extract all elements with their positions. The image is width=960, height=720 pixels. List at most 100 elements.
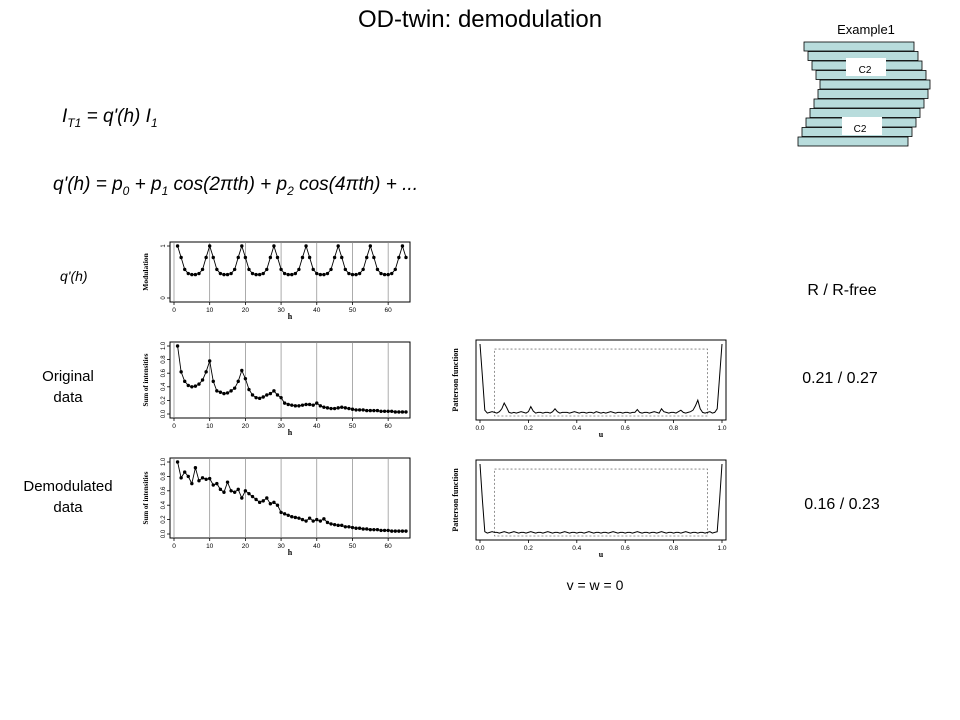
data-point [372, 408, 376, 413]
x-tick-label: 60 [385, 543, 393, 550]
data-point [179, 370, 183, 374]
eq2-sub: 2 [287, 183, 294, 198]
eq2-pi: π [345, 174, 359, 195]
chart-original-intensities: 0 10 20 30 40 50 60 h 0.0 0.2 0.4 0.6 0.8 1.0 Sum of i… [142, 341, 411, 436]
data-point [200, 378, 205, 382]
row-label-original: Original data [20, 366, 116, 408]
data-point [340, 255, 344, 260]
series-line [177, 345, 406, 413]
data-point [222, 272, 226, 277]
data-point [368, 244, 373, 248]
data-point [397, 529, 401, 533]
data-point [225, 391, 230, 395]
data-point [300, 517, 305, 522]
inset-label-bg [846, 58, 886, 76]
data-point [236, 487, 240, 492]
data-point [218, 390, 223, 394]
x-tick-label: 50 [349, 543, 357, 550]
data-point [325, 520, 330, 525]
data-point [322, 405, 326, 409]
y-tick-label: 0.2 [161, 396, 167, 405]
equation-modulation: q'(h) = p0 + p1 cos(2πth) + p2 cos(4πth)… [53, 174, 418, 198]
data-point [279, 510, 283, 515]
slide-title: OD-twin: demodulation [357, 6, 603, 33]
inset-label-top: C2 [859, 65, 872, 76]
y-tick-label: 0.6 [161, 368, 167, 377]
x-tick-label: 20 [242, 423, 250, 430]
data-point [375, 267, 380, 272]
data-point [254, 272, 258, 277]
x-tick-label: 0.0 [475, 545, 484, 552]
data-point [340, 405, 344, 409]
x-tick-label: 30 [277, 543, 285, 550]
data-point [386, 409, 390, 413]
data-point [240, 244, 244, 248]
y-tick-label: 0.4 [161, 500, 167, 509]
x-tick-label: 1.0 [717, 425, 726, 432]
plot-frame [169, 341, 411, 419]
data-point [393, 529, 397, 533]
data-point [232, 267, 237, 272]
y-tick-label: 0.0 [161, 529, 167, 538]
asymmetric-unit-box [494, 468, 708, 537]
data-point [265, 267, 269, 272]
eq1-part: = q'(h) I [81, 106, 151, 127]
data-point [315, 271, 319, 276]
data-point [240, 368, 244, 373]
x-tick-label: 20 [242, 543, 250, 550]
x-tick-label: 0.8 [669, 545, 678, 552]
x-tick-label: 40 [313, 543, 321, 550]
data-point [343, 525, 348, 529]
y-axis-label: Patterson function [451, 468, 460, 532]
data-point [390, 529, 394, 533]
y-axis-label: Patterson function [451, 348, 460, 412]
x-tick-label: 0.4 [572, 425, 581, 432]
data-point [190, 481, 194, 486]
data-point [204, 255, 208, 260]
data-point [290, 403, 294, 407]
r-value-original: 0.21 / 0.27 [802, 370, 878, 387]
data-point [304, 402, 308, 407]
data-point [361, 527, 365, 531]
data-point [211, 483, 215, 487]
eq2-part: + p [129, 174, 162, 195]
inset-layer [803, 41, 915, 52]
data-point [347, 525, 351, 529]
data-point [179, 476, 183, 480]
data-point [247, 387, 251, 392]
data-point [365, 527, 369, 531]
data-point [275, 255, 280, 260]
data-point [365, 255, 369, 260]
data-point [243, 376, 248, 381]
data-point [268, 502, 273, 506]
data-point [229, 271, 233, 276]
data-point [207, 359, 212, 363]
data-point [379, 271, 383, 276]
x-tick-label: 10 [206, 423, 214, 430]
eq2-part: cos(2 [168, 174, 220, 195]
inset-label-bottom: C2 [854, 124, 867, 135]
eq2-part: th) + p [232, 174, 288, 195]
data-point [304, 519, 308, 523]
data-point [347, 406, 351, 411]
data-point [215, 389, 219, 393]
data-point [300, 403, 305, 407]
y-tick-label: 1.0 [161, 457, 167, 466]
data-point [254, 395, 258, 400]
data-point [297, 516, 301, 520]
data-point [229, 389, 233, 393]
x-axis-label: h [288, 548, 293, 556]
data-point [250, 494, 255, 499]
data-point [404, 529, 408, 533]
data-point [372, 527, 376, 532]
y-tick-label: 0.8 [161, 355, 167, 364]
data-point [175, 460, 180, 464]
data-point [372, 255, 376, 260]
data-point [232, 490, 237, 494]
data-point [318, 404, 323, 408]
data-point [311, 403, 315, 407]
y-tick-label: 0 [161, 296, 167, 300]
data-point [354, 408, 358, 412]
inset-label-bg [842, 117, 882, 135]
y-tick-label: 1.0 [161, 341, 167, 350]
